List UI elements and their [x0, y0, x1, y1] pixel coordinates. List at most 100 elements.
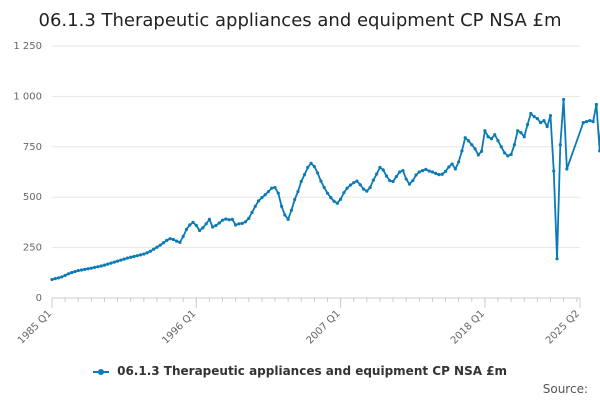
data-point	[184, 227, 189, 232]
data-point	[411, 179, 415, 183]
y-tick-label: 1 250	[13, 41, 42, 52]
data-point	[122, 257, 126, 261]
data-point	[325, 191, 330, 195]
data-point	[158, 243, 162, 247]
data-point	[83, 267, 87, 271]
data-point	[430, 170, 435, 174]
legend-label: 06.1.3 Therapeutic appliances and equipm…	[117, 364, 508, 378]
data-point	[470, 143, 474, 147]
data-point	[316, 171, 320, 175]
data-point	[207, 217, 212, 221]
data-point	[476, 153, 480, 157]
data-point	[135, 254, 139, 258]
data-point	[66, 272, 70, 276]
data-point	[73, 269, 77, 274]
data-point	[548, 113, 553, 118]
data-point	[558, 143, 562, 147]
data-point	[581, 121, 585, 125]
data-point	[588, 118, 592, 123]
data-point	[525, 123, 530, 127]
data-point	[257, 199, 261, 203]
x-tick-label: 1985 Q1	[16, 308, 54, 346]
data-point	[93, 265, 97, 269]
data-point	[309, 161, 313, 165]
x-tick-label: 2025 Q2	[544, 308, 582, 346]
data-point	[512, 143, 517, 147]
data-point	[519, 131, 523, 135]
data-point	[227, 218, 231, 222]
data-point	[529, 111, 533, 116]
data-point	[486, 135, 490, 139]
data-point	[168, 237, 172, 241]
data-point	[437, 173, 441, 177]
data-point	[312, 164, 316, 169]
data-point	[171, 237, 175, 242]
data-point	[319, 179, 323, 183]
data-point	[552, 169, 556, 173]
data-point	[211, 225, 215, 229]
data-point	[286, 217, 290, 221]
data-point	[434, 171, 438, 176]
data-point	[296, 189, 300, 194]
data-point	[332, 199, 336, 203]
data-point	[197, 228, 202, 233]
data-point	[440, 172, 444, 176]
data-point	[263, 193, 267, 197]
data-point	[483, 129, 487, 133]
data-point	[240, 221, 244, 226]
legend-swatch	[92, 368, 109, 375]
data-point	[480, 149, 484, 153]
x-tick-label: 2018 Q1	[449, 308, 487, 346]
data-point	[506, 154, 510, 158]
data-point	[273, 185, 277, 190]
data-point	[283, 213, 287, 217]
legend[interactable]: 06.1.3 Therapeutic appliances and equipm…	[0, 364, 600, 378]
y-tick-label: 1 000	[13, 91, 42, 102]
data-point	[591, 120, 595, 124]
data-point	[348, 183, 353, 187]
data-point	[522, 135, 526, 139]
data-point	[388, 179, 392, 183]
data-point	[243, 220, 248, 224]
data-point	[152, 247, 156, 251]
data-point	[148, 249, 152, 253]
data-point	[345, 186, 349, 190]
data-point	[266, 189, 271, 194]
data-point	[358, 183, 362, 187]
y-tick-label: 0	[36, 293, 42, 304]
data-point	[335, 201, 339, 205]
data-point	[516, 129, 520, 133]
data-point	[329, 196, 333, 200]
data-point	[60, 275, 64, 279]
data-point	[50, 277, 54, 282]
data-point	[276, 191, 280, 195]
data-point	[224, 217, 228, 221]
data-point	[398, 170, 402, 174]
data-point	[86, 267, 90, 271]
data-point	[394, 175, 398, 179]
data-point	[352, 181, 356, 185]
data-point	[204, 222, 208, 226]
data-point	[99, 264, 103, 268]
data-point	[247, 216, 251, 220]
data-point	[142, 252, 146, 256]
data-point	[355, 179, 359, 183]
data-point	[178, 240, 182, 244]
chart-title: 06.1.3 Therapeutic appliances and equipm…	[38, 10, 562, 31]
series-line	[51, 98, 600, 281]
data-point	[473, 147, 477, 151]
data-point	[424, 167, 428, 171]
data-point	[401, 168, 405, 173]
data-point	[420, 168, 425, 173]
data-point	[378, 165, 382, 169]
data-point	[191, 220, 195, 224]
data-point	[102, 263, 107, 267]
data-point	[404, 177, 408, 181]
data-point	[365, 189, 369, 193]
data-point	[175, 239, 179, 243]
data-point	[76, 268, 80, 273]
data-point	[447, 165, 451, 169]
data-point	[89, 266, 93, 270]
